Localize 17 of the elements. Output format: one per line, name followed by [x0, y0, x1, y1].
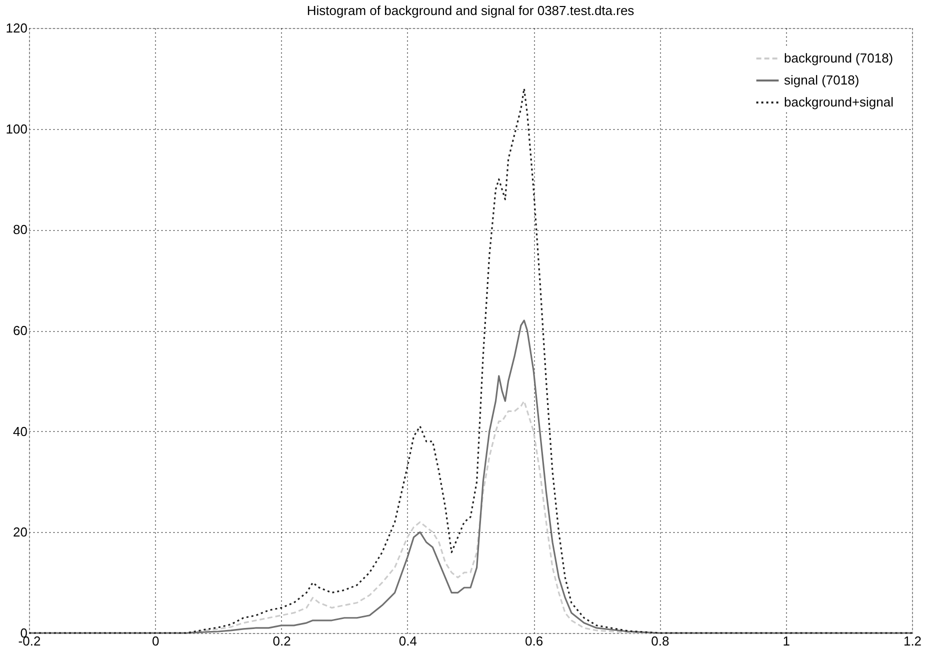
x-tick-label: 0.8	[651, 634, 670, 648]
x-tick-label: 0.6	[525, 634, 544, 648]
y-tick-label: 40	[13, 424, 28, 439]
legend-label: background+signal	[784, 94, 894, 110]
y-tick-label: 100	[6, 121, 28, 136]
chart-title: Histogram of background and signal for 0387.test.dta.res	[306, 3, 635, 18]
legend-label: signal (7018)	[784, 72, 860, 88]
x-tick-label: 1.2	[903, 634, 922, 648]
x-tick-label: 1	[782, 634, 790, 648]
legend-label: background (7018)	[784, 50, 894, 66]
x-tick-label: 0.4	[398, 634, 417, 648]
y-tick-label: 120	[6, 20, 28, 36]
x-tick-label: 0.2	[272, 634, 291, 648]
y-tick-label: 80	[13, 222, 28, 238]
y-tick-label: 20	[13, 524, 28, 540]
y-tick-label: 60	[13, 323, 28, 338]
x-tick-label: 0	[152, 634, 160, 648]
